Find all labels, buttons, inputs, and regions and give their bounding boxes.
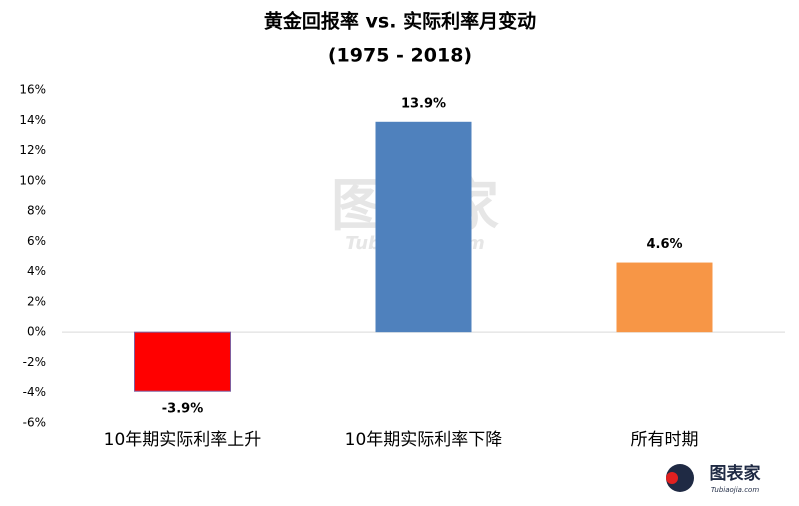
chart-title: 黄金回报率 vs. 实际利率月变动 [264, 10, 536, 33]
logo: 图表家 Tubiaojia.com [666, 463, 761, 494]
y-tick-label: 4% [27, 264, 46, 278]
x-tick-label: 所有时期 [631, 430, 699, 450]
logo-text: 图表家 [710, 463, 761, 484]
y-tick-label: 2% [27, 294, 46, 308]
logo-url: Tubiaojia.com [711, 486, 760, 494]
x-tick-label: 10年期实际利率上升 [104, 430, 262, 450]
y-tick-label: -6% [23, 416, 46, 430]
y-tick-label: 10% [19, 173, 46, 187]
data-label: -3.9% [162, 402, 203, 417]
bar [375, 121, 472, 333]
y-tick-label: 14% [19, 113, 46, 127]
data-label: 4.6% [646, 237, 682, 252]
y-tick-label: 12% [19, 143, 46, 157]
bar [134, 331, 231, 392]
logo-icon-dot [666, 472, 678, 484]
y-tick-label: -4% [23, 385, 46, 399]
y-tick-label: 6% [27, 234, 46, 248]
data-label: 13.9% [401, 96, 446, 111]
y-tick-label: 16% [19, 83, 46, 97]
logo-icon [666, 464, 694, 492]
x-tick-label: 10年期实际利率下降 [345, 430, 503, 450]
y-tick-label: -2% [23, 355, 46, 369]
bar [616, 262, 713, 333]
chart-subtitle: (1975 - 2018) [328, 45, 472, 67]
y-tick-label: 8% [27, 204, 46, 218]
y-tick-label: 0% [27, 325, 46, 339]
